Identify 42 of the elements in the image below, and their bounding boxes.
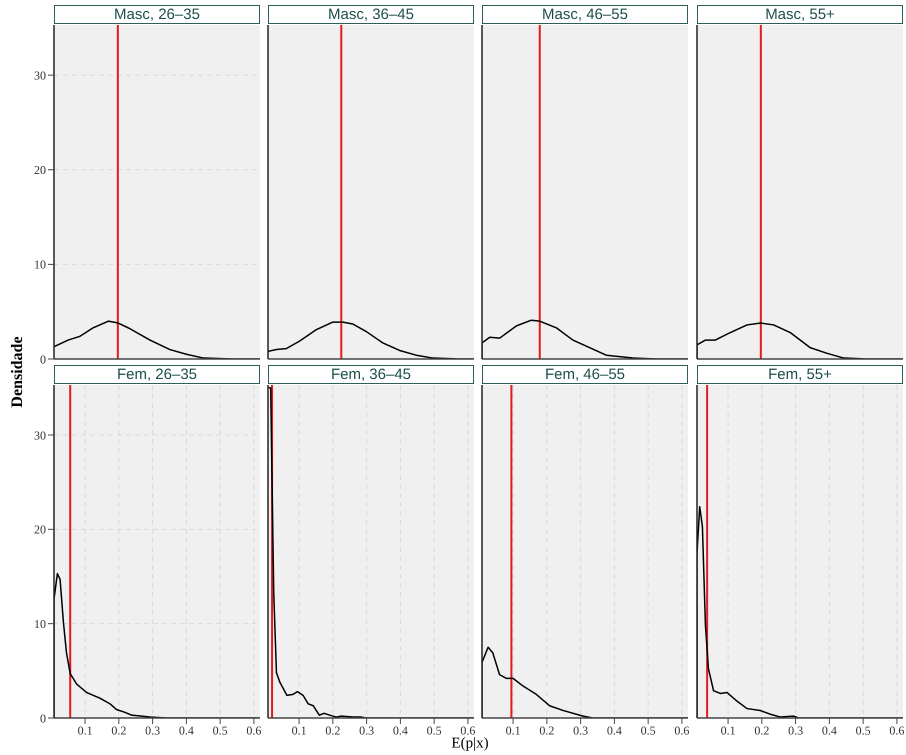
y-tick-label: 10 — [34, 258, 46, 272]
x-tick-label: 0.6 — [889, 724, 904, 738]
x-tick-label: 0.3 — [788, 724, 804, 738]
chart-title: Masc, 26–35 — [54, 5, 260, 24]
x-tick-label: 0.4 — [822, 724, 837, 738]
x-tick-label: 0.2 — [325, 724, 340, 738]
x-tick-label: 0.5 — [426, 724, 442, 738]
x-tick-label: 0.3 — [573, 724, 588, 738]
y-tick-label: 30 — [34, 68, 46, 82]
x-tick-label: 0.1 — [78, 724, 93, 738]
y-axis-title: Densidade — [9, 336, 27, 408]
chart-title: Fem, 55+ — [697, 365, 903, 384]
x-tick-label: 0.2 — [754, 724, 770, 738]
chart-title: Masc, 46–55 — [482, 5, 688, 24]
x-tick-label: 0.6 — [460, 724, 476, 738]
x-tick-label: 0.2 — [111, 724, 126, 738]
x-tick-label: 0.3 — [145, 724, 160, 738]
chart-title: Masc, 55+ — [697, 5, 903, 24]
x-tick-label: 0.1 — [292, 724, 307, 738]
chart-title: Fem, 26–35 — [54, 365, 260, 384]
x-tick-label: 0.5 — [212, 724, 228, 738]
x-tick-label: 0.6 — [674, 724, 690, 738]
y-tick-label: 0 — [40, 352, 46, 366]
x-tick-label: 0.2 — [539, 724, 554, 738]
x-tick-label: 0.4 — [392, 724, 408, 738]
x-axis-title: E(p|x) — [451, 736, 489, 752]
y-tick-label: 0 — [40, 711, 46, 726]
x-tick-label: 0.4 — [178, 724, 194, 738]
x-tick-label: 0.1 — [720, 724, 736, 738]
y-tick-label: 20 — [34, 163, 46, 178]
y-tick-label: 10 — [34, 616, 46, 631]
x-tick-label: 0.5 — [640, 724, 656, 738]
x-tick-label: 0.5 — [856, 724, 871, 738]
chart-title: Fem, 46–55 — [482, 365, 688, 384]
chart-title: Masc, 36–45 — [268, 5, 474, 24]
y-tick-label: 30 — [34, 428, 46, 442]
x-tick-label: 0.4 — [606, 724, 622, 738]
y-tick-label: 20 — [34, 522, 46, 537]
x-tick-label: 0.3 — [359, 724, 374, 738]
x-tick-label: 0.6 — [246, 724, 262, 738]
chart-title: Fem, 36–45 — [268, 365, 474, 384]
x-tick-label: 0.1 — [506, 724, 521, 738]
